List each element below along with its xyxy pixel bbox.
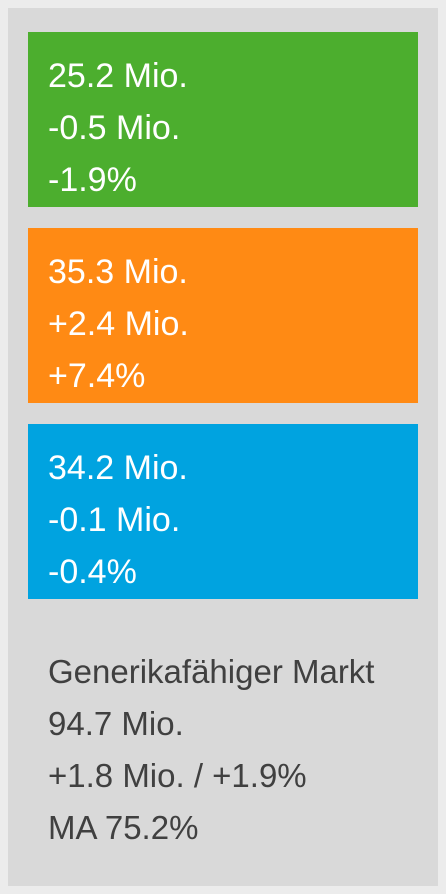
tile-text: +7.4% xyxy=(48,357,146,395)
tile-text: -1.9% xyxy=(48,161,137,199)
summary-text: MA 75.2% xyxy=(48,809,199,846)
tile-text: +2.4 Mio. xyxy=(48,305,189,343)
summary-text: Generikafähiger Markt xyxy=(48,653,375,690)
tile-text: -0.5 Mio. xyxy=(48,109,181,147)
summary-text: +1.8 Mio. / +1.9% xyxy=(48,757,307,794)
summary-text: 94.7 Mio. xyxy=(48,705,184,742)
tile-text: 35.3 Mio. xyxy=(48,253,188,291)
tile-text: -0.4% xyxy=(48,553,137,591)
tile-text: 34.2 Mio. xyxy=(48,449,188,487)
kpi-tile: 35.3 Mio. +2.4 Mio. +7.4% xyxy=(28,228,418,403)
tile-text: -0.1 Mio. xyxy=(48,501,181,539)
tile-text: 25.2 Mio. xyxy=(48,57,188,95)
summary: Generikafähiger Markt 94.7 Mio. +1.8 Mio. … xyxy=(28,646,374,854)
kpi-tile: 25.2 Mio. -0.5 Mio. -1.9% xyxy=(28,32,418,207)
panel: 25.2 Mio. -0.5 Mio. -1.9% 35.3 Mio. +2.4 Mio… xyxy=(8,8,438,886)
kpi-tile: 34.2 Mio. -0.1 Mio. -0.4% xyxy=(28,424,418,599)
